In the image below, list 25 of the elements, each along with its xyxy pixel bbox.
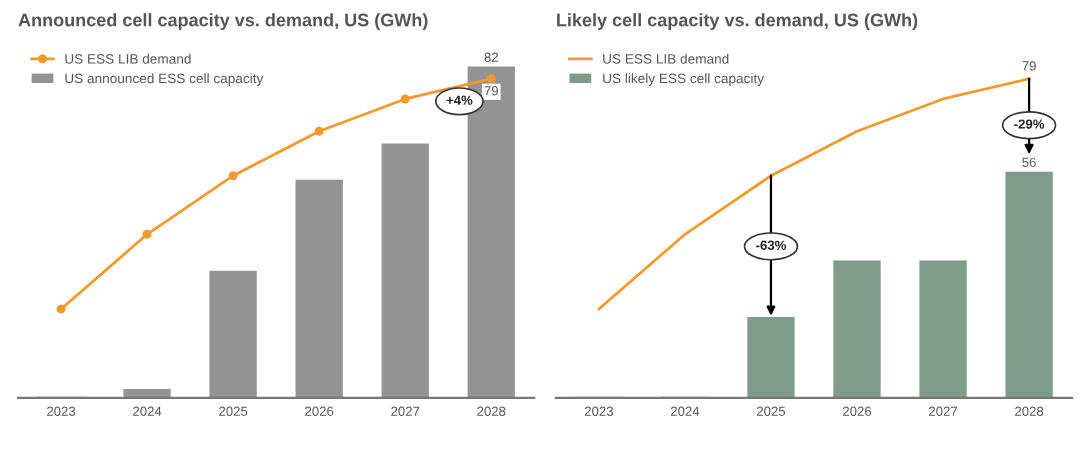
data-label: 56 — [1022, 157, 1036, 167]
data-label: 79 — [1022, 61, 1036, 71]
x-tick-label: 2028 — [477, 406, 506, 416]
x-tick-label: 2024 — [133, 406, 162, 416]
data-label: 79 — [484, 86, 498, 96]
x-tick-label: 2027 — [391, 406, 420, 416]
x-tick-label: 2028 — [1015, 406, 1044, 416]
x-tick-label: 2024 — [670, 406, 700, 416]
annotation: +4% — [446, 95, 473, 105]
legend-label: US likely ESS cell capacity — [603, 73, 765, 86]
annotation: -63% — [756, 240, 787, 250]
x-tick-label: 2023 — [584, 406, 613, 416]
annotation: -29% — [1014, 119, 1045, 129]
legend-label: US ESS LIB demand — [65, 53, 191, 64]
x-tick-label: 2026 — [305, 406, 334, 416]
x-tick-label: 2026 — [843, 406, 872, 416]
x-tick-label: 2023 — [47, 406, 76, 416]
x-tick-label: 2027 — [929, 406, 958, 416]
x-tick-label: 2025 — [756, 406, 786, 416]
chart-title: Likely cell capacity vs. demand, US (GWh) — [557, 13, 918, 30]
legend-label: US announced ESS cell capacity — [65, 73, 264, 86]
legend-label: US ESS LIB demand — [603, 53, 729, 64]
x-tick-label: 2025 — [219, 406, 248, 416]
data-label: 82 — [484, 52, 498, 62]
chart-title: Announced cell capacity vs. demand, US (GWh) — [18, 13, 428, 30]
